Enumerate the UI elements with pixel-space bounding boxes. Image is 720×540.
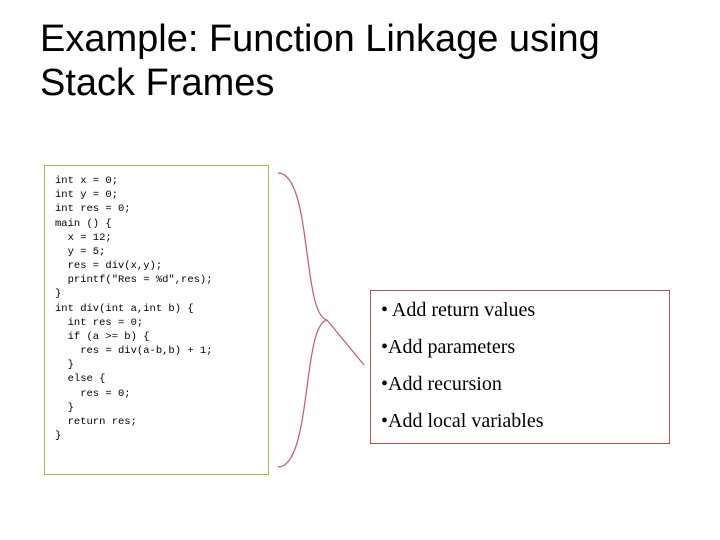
bullet-item: •Add local variables [381,410,659,433]
title-text: Example: Function Linkage using Stack Fr… [40,18,680,105]
connector-brace [272,165,370,475]
code-box: int x = 0; int y = 0; int res = 0; main … [44,165,269,475]
bullets-box: • Add return values •Add parameters •Add… [370,290,670,444]
bullet-item: •Add parameters [381,336,659,359]
code-listing: int x = 0; int y = 0; int res = 0; main … [55,174,258,443]
slide-title: Example: Function Linkage using Stack Fr… [40,18,680,105]
bullet-item: • Add return values [381,299,659,322]
bullet-item: •Add recursion [381,373,659,396]
